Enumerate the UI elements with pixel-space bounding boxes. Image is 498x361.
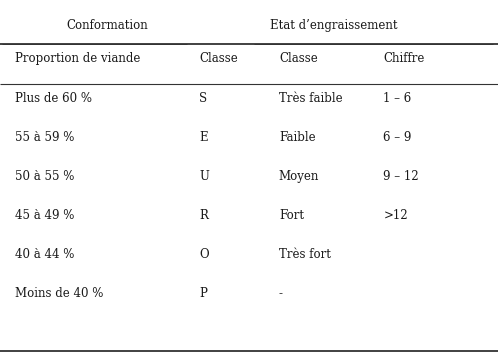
- Text: 6 – 9: 6 – 9: [383, 131, 412, 144]
- Text: Classe: Classe: [199, 52, 238, 65]
- Text: >12: >12: [383, 209, 408, 222]
- Text: Très fort: Très fort: [279, 248, 331, 261]
- Text: R: R: [199, 209, 208, 222]
- Text: Conformation: Conformation: [66, 19, 148, 32]
- Text: 9 – 12: 9 – 12: [383, 170, 419, 183]
- Text: Proportion de viande: Proportion de viande: [15, 52, 140, 65]
- Text: Moyen: Moyen: [279, 170, 319, 183]
- Text: P: P: [199, 287, 207, 300]
- Text: 1 – 6: 1 – 6: [383, 92, 412, 105]
- Text: S: S: [199, 92, 207, 105]
- Text: E: E: [199, 131, 208, 144]
- Text: Chiffre: Chiffre: [383, 52, 425, 65]
- Text: 55 à 59 %: 55 à 59 %: [15, 131, 74, 144]
- Text: Plus de 60 %: Plus de 60 %: [15, 92, 92, 105]
- Text: 40 à 44 %: 40 à 44 %: [15, 248, 74, 261]
- Text: 45 à 49 %: 45 à 49 %: [15, 209, 74, 222]
- Text: Fort: Fort: [279, 209, 304, 222]
- Text: -: -: [279, 287, 283, 300]
- Text: O: O: [199, 248, 209, 261]
- Text: Etat d’engraissement: Etat d’engraissement: [270, 19, 397, 32]
- Text: Faible: Faible: [279, 131, 316, 144]
- Text: U: U: [199, 170, 209, 183]
- Text: Classe: Classe: [279, 52, 318, 65]
- Text: 50 à 55 %: 50 à 55 %: [15, 170, 74, 183]
- Text: Moins de 40 %: Moins de 40 %: [15, 287, 103, 300]
- Text: Très faible: Très faible: [279, 92, 343, 105]
